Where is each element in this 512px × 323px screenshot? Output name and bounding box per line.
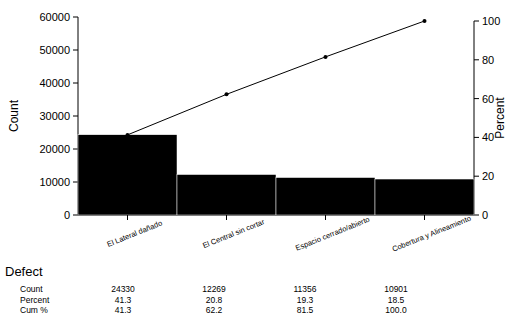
- x-tick: [325, 215, 326, 220]
- table-cell: 24330: [111, 284, 135, 294]
- y2-axis-title: Percent: [493, 97, 507, 139]
- table-cell: 11356: [293, 284, 316, 294]
- x-tick-label: El Central sin cortar: [201, 217, 266, 250]
- line-marker: [423, 19, 427, 23]
- y2-tick-label: 20: [482, 170, 494, 182]
- y-tick-label: 60000: [39, 11, 70, 23]
- y2-tick-label: 100: [482, 15, 500, 27]
- x-tick-label: Cobertura y Alineamiento: [391, 214, 472, 254]
- y-axis-title: Count: [7, 99, 21, 132]
- line-marker: [324, 55, 328, 59]
- y2-tick: [474, 59, 479, 60]
- y-tick-label: 0: [64, 209, 70, 221]
- table-header: Defect: [5, 264, 43, 279]
- table-cell: 10901: [384, 284, 408, 294]
- y-tick-label: 50000: [39, 44, 70, 56]
- cum-line: [128, 21, 425, 135]
- table-cell: 20.8: [206, 295, 223, 305]
- y-tick: [73, 182, 78, 183]
- y2-tick: [474, 98, 479, 99]
- x-tick: [127, 215, 128, 220]
- table-cell: 81.5: [297, 305, 314, 315]
- y2-tick: [474, 176, 479, 177]
- y-tick: [73, 50, 78, 51]
- table-row-label: Percent: [20, 295, 50, 305]
- table-cell: 19.3: [297, 295, 314, 305]
- y2-tick-label: 0: [482, 209, 488, 221]
- y-tick-label: 40000: [39, 77, 70, 89]
- y2-tick: [474, 215, 479, 216]
- y-tick: [73, 116, 78, 117]
- chart: 0100002000030000400005000060000020406080…: [0, 0, 512, 323]
- bar: [276, 178, 375, 215]
- bar: [375, 179, 474, 215]
- x-tick-label: Espacio cerrado/abierto: [294, 215, 371, 253]
- y-tick: [73, 17, 78, 18]
- y2-tick: [474, 21, 479, 22]
- y2-tick-label: 80: [482, 54, 494, 66]
- y-tick: [73, 83, 78, 84]
- y-tick-label: 10000: [39, 176, 70, 188]
- line-marker: [225, 92, 229, 96]
- x-tick-label: El Lateral dañado: [106, 218, 164, 248]
- y-tick: [73, 215, 78, 216]
- y2-tick: [474, 137, 479, 138]
- table-row-label: Count: [20, 284, 43, 294]
- table-cell: 18.5: [388, 295, 405, 305]
- x-tick: [226, 215, 227, 220]
- table-row-label: Cum %: [20, 305, 48, 315]
- table-cell: 100.0: [385, 305, 407, 315]
- y-tick: [73, 149, 78, 150]
- x-tick: [424, 215, 425, 220]
- line-marker: [126, 133, 130, 137]
- plot-area: [78, 19, 474, 215]
- y-tick-label: 20000: [39, 143, 70, 155]
- bar: [78, 135, 177, 215]
- table-cell: 41.3: [115, 295, 132, 305]
- table-cell: 62.2: [206, 305, 223, 315]
- table-cell: 41.3: [115, 305, 132, 315]
- bar: [177, 175, 276, 215]
- table-cell: 12269: [202, 284, 226, 294]
- y-tick-label: 30000: [39, 110, 70, 122]
